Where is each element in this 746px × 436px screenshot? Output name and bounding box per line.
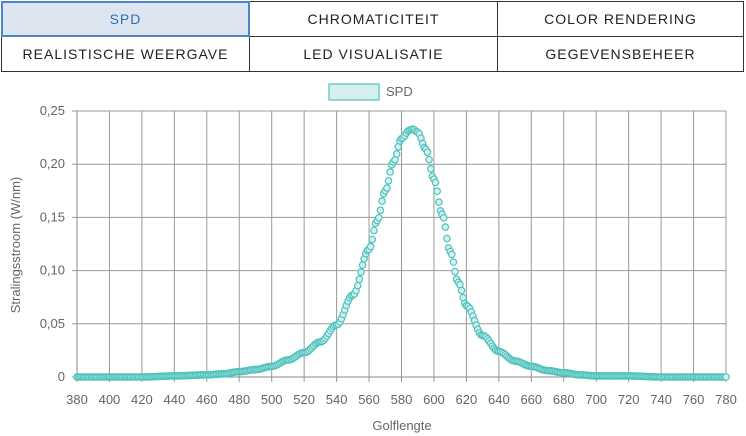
x-tick-label: 720 bbox=[618, 392, 640, 407]
spd-chart: 380 400 420 440 460 480 500 520 540 560 580 600 620 6… bbox=[8, 83, 737, 433]
spd-point bbox=[451, 267, 459, 276]
y-tick-label: 0,05 bbox=[40, 316, 65, 331]
spd-point bbox=[366, 242, 375, 251]
spd-point bbox=[357, 268, 365, 276]
spd-point bbox=[386, 168, 394, 176]
spd-point bbox=[439, 213, 448, 222]
spd-point bbox=[378, 197, 386, 205]
y-tick-label: 0,10 bbox=[40, 263, 65, 278]
x-tick-label: 400 bbox=[99, 392, 121, 407]
spd-point bbox=[383, 184, 391, 192]
tab-bar: SPD CHROMATICITEIT COLOR RENDERING REALI… bbox=[1, 1, 744, 72]
chart-legend[interactable]: SPD bbox=[328, 83, 413, 101]
chart-grid bbox=[76, 110, 727, 378]
y-tick-label: 0,15 bbox=[40, 209, 65, 224]
x-tick-label: 500 bbox=[261, 392, 283, 407]
spd-point bbox=[431, 178, 440, 187]
spd-point bbox=[384, 177, 393, 185]
spd-point bbox=[355, 275, 364, 284]
y-tick-label: 0,20 bbox=[40, 156, 65, 171]
x-tick-label: 700 bbox=[585, 392, 607, 407]
spd-point bbox=[368, 235, 377, 244]
tab-spd[interactable]: SPD bbox=[1, 1, 250, 37]
x-tick-label: 480 bbox=[228, 392, 250, 407]
x-tick-label: 740 bbox=[650, 392, 672, 407]
legend-label-spd[interactable]: SPD bbox=[386, 84, 413, 99]
x-tick-label: 560 bbox=[358, 392, 380, 407]
spd-point bbox=[423, 148, 432, 156]
spd-point bbox=[449, 258, 458, 266]
x-tick-label: 420 bbox=[131, 392, 153, 407]
x-tick-label: 620 bbox=[456, 392, 478, 407]
tab-realistische-weergave[interactable]: REALISTISCHE WEERGAVE bbox=[1, 36, 250, 72]
spd-point bbox=[457, 286, 466, 295]
x-tick-label: 440 bbox=[163, 392, 185, 407]
spd-point bbox=[376, 206, 385, 215]
spd-point bbox=[447, 250, 456, 259]
chart-axes: 380 400 420 440 460 480 500 520 540 560 580 600 620 6… bbox=[40, 103, 737, 407]
x-tick-label: 640 bbox=[488, 392, 510, 407]
x-tick-label: 660 bbox=[520, 392, 542, 407]
spd-point bbox=[433, 187, 441, 196]
y-axis-label: Stralingsstroom (W/nm) bbox=[8, 177, 23, 314]
x-tick-label: 580 bbox=[391, 392, 413, 407]
x-axis-label: Golflengte bbox=[372, 418, 431, 433]
x-tick-label: 760 bbox=[683, 392, 705, 407]
spd-point bbox=[392, 150, 401, 158]
spd-point bbox=[353, 281, 362, 290]
spd-point bbox=[358, 261, 367, 269]
spd-point bbox=[441, 223, 450, 231]
spd-point bbox=[443, 234, 451, 243]
legend-swatch-spd[interactable] bbox=[328, 83, 380, 101]
spd-point bbox=[435, 198, 443, 206]
spd-point bbox=[370, 226, 378, 235]
spd-point bbox=[374, 213, 383, 222]
x-tick-label: 520 bbox=[293, 392, 315, 407]
tab-color-rendering[interactable]: COLOR RENDERING bbox=[497, 1, 744, 37]
tab-gegevensbeheer[interactable]: GEGEVENSBEHEER bbox=[497, 36, 744, 72]
x-tick-label: 780 bbox=[715, 392, 737, 407]
spd-point bbox=[425, 155, 433, 164]
tab-led-visualisatie[interactable]: LED VISUALISATIE bbox=[249, 36, 498, 72]
x-tick-label: 600 bbox=[423, 392, 445, 407]
x-tick-label: 460 bbox=[196, 392, 218, 407]
spd-series bbox=[73, 125, 730, 381]
y-tick-label: 0 bbox=[58, 369, 65, 384]
tab-chromaticiteit[interactable]: CHROMATICITEIT bbox=[249, 1, 498, 37]
spd-point bbox=[426, 165, 435, 173]
x-tick-label: 540 bbox=[326, 392, 348, 407]
spd-point bbox=[722, 373, 730, 381]
x-tick-label: 680 bbox=[553, 392, 575, 407]
x-tick-label: 380 bbox=[66, 392, 88, 407]
y-tick-label: 0,25 bbox=[40, 103, 65, 118]
